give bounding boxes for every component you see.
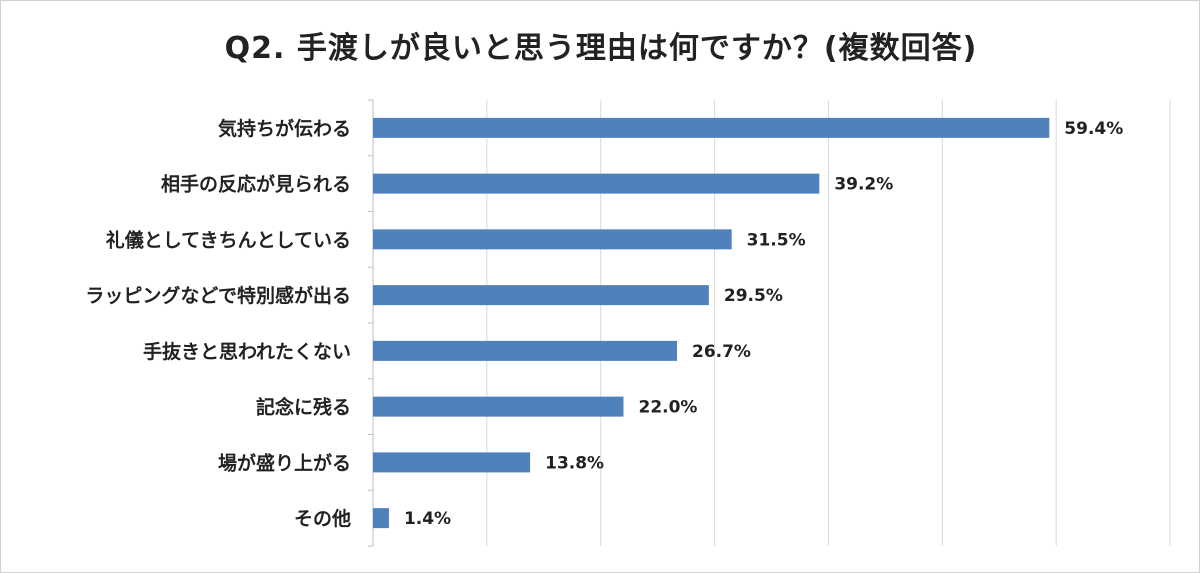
category-label: 気持ちが伝わる <box>218 117 351 140</box>
value-label: 22.0% <box>638 398 697 418</box>
value-label: 31.5% <box>747 230 806 250</box>
bar-4 <box>373 285 709 306</box>
bar-6 <box>373 396 624 417</box>
value-label: 26.7% <box>692 342 751 362</box>
value-label: 59.4% <box>1064 119 1123 139</box>
bar-8 <box>373 508 389 529</box>
value-label: 39.2% <box>834 175 893 195</box>
category-label: その他 <box>294 507 351 530</box>
category-label: ラッピングなどで特別感が出る <box>85 284 351 307</box>
chart-title: Q2. 手渡しが良いと思う理由は何ですか？(複数回答) <box>224 31 978 66</box>
bar-7 <box>373 452 531 473</box>
category-label: 礼儀としてきちんとしている <box>106 228 351 251</box>
category-label: 手抜きと思われたくない <box>143 340 351 363</box>
category-label: 相手の反応が見られる <box>161 173 351 196</box>
bar-2 <box>373 173 820 194</box>
bar-1 <box>373 117 1050 138</box>
bar-3 <box>373 229 732 250</box>
bar-5 <box>373 340 677 361</box>
value-label: 13.8% <box>545 453 604 473</box>
value-label: 1.4% <box>404 509 451 529</box>
value-label: 29.5% <box>724 286 783 306</box>
category-label: 記念に残る <box>256 396 351 419</box>
category-label: 場が盛り上がる <box>218 451 351 474</box>
